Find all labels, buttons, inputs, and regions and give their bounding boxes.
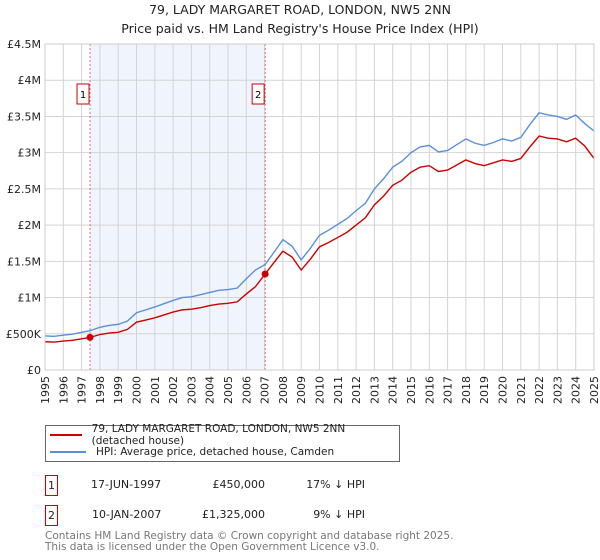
sale-row-2: 2 10-JAN-2007 £1,325,000 9% ↓ HPI: [45, 505, 445, 526]
x-tick-label: 2009: [295, 376, 308, 404]
legend-swatch-red: [50, 434, 82, 436]
sale-price: £450,000: [212, 478, 266, 491]
sale-point: [86, 333, 94, 341]
sale-label-box: [76, 83, 90, 105]
footer-line: This data is licensed under the Open Gov…: [45, 541, 380, 553]
sale-label: 1: [80, 90, 86, 101]
x-tick-label: 2006: [240, 376, 253, 404]
x-tick-label: 2004: [204, 376, 217, 404]
x-tick-label: 2022: [533, 376, 546, 404]
price-line: [44, 135, 595, 343]
x-tick-label: 2023: [551, 376, 564, 404]
sale-marker: 2: [45, 505, 58, 526]
legend: 79, LADY MARGARET ROAD, LONDON, NW5 2NN …: [45, 423, 400, 462]
sale-price: £1,325,000: [202, 508, 265, 521]
legend-item-property: 79, LADY MARGARET ROAD, LONDON, NW5 2NN …: [50, 423, 399, 447]
chart-title: 79, LADY MARGARET ROAD, LONDON, NW5 2NN: [149, 2, 451, 17]
x-tick-label: 2025: [588, 376, 600, 404]
sale-date: 10-JAN-2007: [92, 508, 162, 521]
footer: Contains HM Land Registry data © Crown c…: [45, 531, 453, 553]
hpi-line: [44, 112, 595, 338]
y-tick-label: £0: [27, 364, 41, 377]
legend-label: 79, LADY MARGARET ROAD, LONDON, NW5 2NN …: [91, 423, 346, 447]
x-tick-label: 2008: [277, 376, 290, 404]
x-tick-label: 2014: [387, 376, 400, 404]
sale-label: 2: [255, 90, 261, 101]
x-tick-label: 1998: [94, 376, 107, 404]
sale-date: 17-JUN-1997: [91, 478, 162, 491]
y-tick-label: £3.5M: [7, 110, 41, 123]
y-tick-label: £1M: [18, 292, 42, 305]
legend-swatch-blue: [50, 451, 86, 453]
y-tick-label: £4.5M: [7, 38, 41, 51]
x-tick-label: 2018: [460, 376, 473, 404]
x-tick-label: 1999: [112, 376, 125, 404]
y-tick-label: £4M: [18, 74, 42, 87]
legend-label: HPI: Average price, detached house, Camd…: [96, 446, 335, 458]
y-tick-label: £3M: [18, 147, 42, 160]
chart-subtitle: Price paid vs. HM Land Registry's House …: [121, 21, 479, 36]
sale-row-1: 1 17-JUN-1997 £450,000 17% ↓ HPI: [45, 475, 445, 496]
x-tick-label: 2021: [515, 376, 528, 404]
x-tick-label: 2003: [185, 376, 198, 404]
footer-line: Contains HM Land Registry data © Crown c…: [45, 530, 454, 542]
x-tick-label: 2012: [350, 376, 363, 404]
x-tick-label: 2000: [131, 376, 144, 404]
legend-item-hpi: HPI: Average price, detached house, Camd…: [50, 444, 334, 460]
x-tick-label: 2019: [478, 376, 491, 404]
y-tick-label: £500K: [6, 328, 42, 341]
x-tick-label: 2001: [149, 376, 162, 404]
x-tick-label: 1996: [57, 376, 70, 404]
y-tick-label: £2.5M: [7, 183, 41, 196]
x-tick-label: 2016: [423, 376, 436, 404]
x-tick-label: 2005: [222, 376, 235, 404]
x-tick-label: 1997: [76, 376, 89, 404]
x-tick-label: 2010: [314, 376, 327, 404]
shaded-period: [90, 44, 266, 370]
price-chart: 1995 1996 1997 1998 1999 2000 2001 2002 2003 2004…: [6, 38, 600, 404]
x-tick-label: 2007: [259, 376, 272, 404]
x-tick-label: 2015: [405, 376, 418, 404]
sale-point: [261, 270, 269, 278]
plot-frame: [44, 43, 595, 371]
x-tick-label: 2013: [368, 376, 381, 404]
x-tick-label: 2024: [570, 376, 583, 404]
x-tick-label: 2020: [497, 376, 510, 404]
x-tick-label: 2011: [332, 376, 345, 404]
sale-hpi: 9% ↓ HPI: [313, 508, 365, 521]
y-tick-label: £1.5M: [7, 255, 41, 268]
y-tick-label: £2M: [18, 219, 42, 232]
sale-marker: 1: [45, 475, 58, 496]
x-tick-label: 1995: [39, 376, 52, 404]
x-tick-label: 2017: [442, 376, 455, 404]
sale-label-box: [251, 83, 265, 105]
x-tick-label: 2002: [167, 376, 180, 404]
sale-hpi: 17% ↓ HPI: [306, 478, 365, 491]
